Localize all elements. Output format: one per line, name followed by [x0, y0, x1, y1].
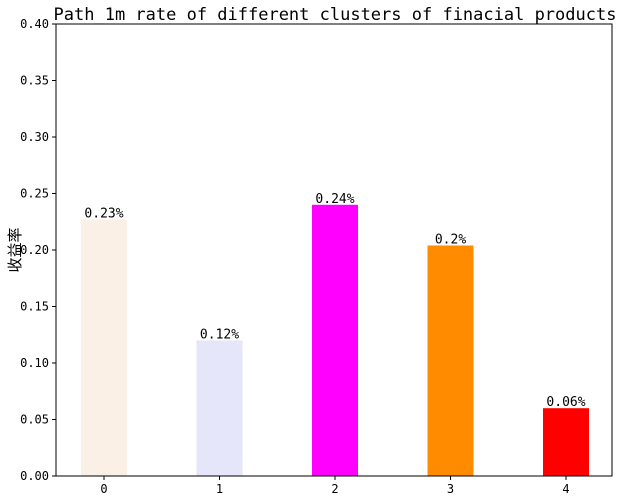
bar-0 — [81, 219, 127, 477]
bars-layer — [81, 204, 589, 477]
bar-4 — [543, 408, 589, 476]
y-axis-label: 收益率 — [6, 227, 24, 272]
data-label-1: 0.12% — [200, 327, 239, 342]
y-tick-label-2: 0.10 — [20, 356, 49, 370]
y-tick-label-0: 0.00 — [20, 469, 49, 483]
x-tick-label-0: 0 — [100, 482, 107, 496]
bar-2 — [312, 204, 358, 477]
data-label-4: 0.06% — [546, 395, 585, 410]
data-label-3: 0.2% — [435, 232, 466, 247]
y-tick-label-8: 0.40 — [20, 17, 49, 31]
data-label-0: 0.23% — [84, 206, 123, 221]
x-axis-ticks: 0 1 2 3 4 — [100, 476, 570, 496]
y-tick-label-3: 0.15 — [20, 300, 49, 314]
x-tick-label-4: 4 — [562, 482, 569, 496]
y-tick-label-6: 0.30 — [20, 130, 49, 144]
y-tick-label-4: 0.20 — [20, 243, 49, 257]
chart-title: Path_1m rate of different clusters of fi… — [54, 5, 617, 25]
x-tick-label-3: 3 — [447, 482, 454, 496]
bar-3 — [427, 245, 474, 476]
data-label-2: 0.24% — [315, 192, 354, 207]
bar-1 — [196, 340, 243, 476]
y-tick-label-1: 0.05 — [20, 413, 49, 427]
y-tick-label-7: 0.35 — [20, 74, 49, 88]
data-labels-layer: 0.23% 0.12% 0.24% 0.2% 0.06% — [84, 192, 585, 410]
y-axis-ticks: 0.00 0.05 0.10 0.15 0.20 0.25 0.30 0.35 0.40 — [20, 17, 56, 483]
x-tick-label-2: 2 — [331, 482, 338, 496]
plot-frame — [55, 23, 613, 477]
x-tick-label-1: 1 — [216, 482, 223, 496]
y-tick-label-5: 0.25 — [20, 187, 49, 201]
